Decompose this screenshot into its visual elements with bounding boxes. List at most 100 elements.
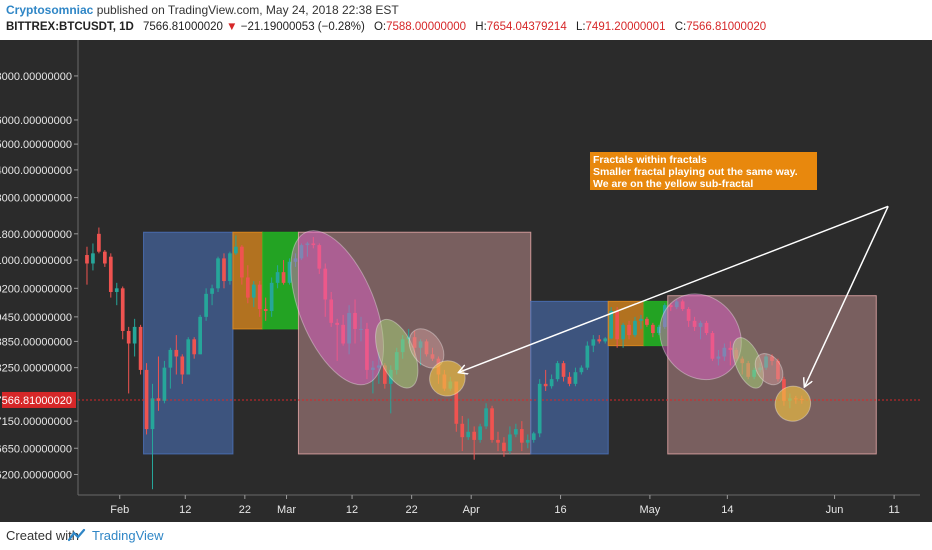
- candle: [704, 320, 709, 336]
- candle-body: [609, 310, 614, 339]
- fractal-ellipse-green: [732, 337, 765, 389]
- close-value: 7566.81000020: [686, 21, 767, 33]
- candle: [686, 307, 691, 327]
- candle: [662, 303, 667, 329]
- candle: [651, 322, 655, 338]
- candle-body: [460, 423, 465, 438]
- candle: [204, 288, 208, 321]
- price-tick-label: 18000.00000000: [0, 71, 72, 83]
- candle-body: [561, 363, 566, 377]
- candle: [275, 265, 280, 289]
- candle-body: [299, 245, 304, 259]
- candle-body: [579, 367, 584, 373]
- candle: [210, 284, 214, 306]
- candle-body: [150, 398, 155, 430]
- candle-body: [668, 305, 673, 308]
- candle: [138, 324, 143, 375]
- candle-body: [365, 328, 369, 370]
- candle-body: [680, 301, 685, 310]
- ohlc-legend: BITTREX:BTCUSDT, 1D 7566.81000020 ▼ −21.…: [6, 21, 766, 33]
- candle: [222, 253, 226, 289]
- annotation-arrows: [459, 205, 889, 386]
- candle: [418, 339, 423, 366]
- candle: [466, 418, 471, 440]
- candle-body: [329, 299, 334, 323]
- price-tick-label: 15000.00000000: [0, 139, 72, 151]
- open-label: O:: [373, 21, 387, 33]
- candle: [656, 324, 661, 336]
- price-tick-label: 14000.00000000: [0, 165, 72, 177]
- candle: [329, 291, 334, 327]
- candle: [263, 297, 268, 321]
- candle-body: [371, 367, 375, 370]
- candle-body: [490, 408, 494, 440]
- tradingview-brand-link[interactable]: TradingView: [92, 528, 164, 543]
- candle-body: [573, 372, 578, 384]
- price-tick-label: 13000.00000000: [0, 193, 72, 205]
- candle: [168, 347, 173, 389]
- candle: [609, 307, 614, 340]
- candle: [287, 258, 292, 285]
- fractal-ellipses: [290, 230, 812, 422]
- candle: [633, 316, 637, 338]
- candle-body: [305, 243, 310, 246]
- candle: [251, 281, 256, 308]
- candle: [245, 265, 250, 304]
- candle: [377, 352, 381, 384]
- candle-body: [108, 256, 113, 292]
- candle: [728, 341, 733, 366]
- candle: [269, 277, 274, 317]
- candle-body: [728, 347, 733, 350]
- candle: [305, 241, 310, 257]
- author-link[interactable]: Cryptosomniac: [6, 3, 94, 17]
- candle-body: [597, 339, 602, 342]
- candle-body: [382, 365, 387, 384]
- candle-body: [198, 316, 203, 355]
- candle-body: [174, 349, 179, 357]
- candle: [162, 360, 167, 404]
- candle: [281, 260, 286, 285]
- candle: [359, 316, 363, 342]
- candle-body: [764, 356, 768, 368]
- candle: [299, 243, 304, 261]
- annotation-line: We are on the yellow sub-fractal: [593, 178, 753, 190]
- candle: [567, 372, 572, 387]
- candle-body: [531, 433, 536, 440]
- candle: [645, 316, 649, 327]
- candle: [126, 326, 131, 394]
- candle-body: [228, 253, 232, 282]
- candle-body: [621, 324, 625, 340]
- low-value: 7491.20000001: [585, 21, 666, 33]
- candle: [120, 286, 125, 340]
- candle: [579, 365, 584, 375]
- candle: [531, 431, 536, 443]
- candle-body: [430, 354, 435, 359]
- candle-body: [204, 293, 208, 317]
- candle: [85, 246, 89, 285]
- candle: [198, 314, 203, 355]
- candle: [549, 374, 554, 389]
- candle: [430, 347, 435, 361]
- annotation-box: [590, 152, 817, 190]
- candle: [776, 358, 780, 382]
- candle-body: [639, 318, 643, 321]
- candle-body: [704, 322, 709, 334]
- tradingview-logo-icon: [68, 528, 86, 542]
- candle: [240, 245, 244, 285]
- candle: [341, 314, 345, 346]
- candle-body: [651, 324, 655, 334]
- high-label: H:: [475, 21, 487, 33]
- price-change: −21.19000053 (−0.28%): [240, 21, 365, 33]
- candlestick-chart[interactable]: 18000.00000000 16000.00000000 15000.000000…: [0, 40, 932, 522]
- price-tick-label: 10200.00000000: [0, 283, 72, 295]
- candle-body: [293, 258, 298, 262]
- candle-body: [722, 347, 727, 357]
- candle: [615, 307, 619, 348]
- time-tick-label: 12: [179, 504, 191, 516]
- candle-body: [234, 246, 238, 254]
- candle: [519, 421, 524, 452]
- candle-body: [263, 309, 268, 311]
- candle-body: [91, 253, 95, 264]
- candle: [478, 423, 482, 443]
